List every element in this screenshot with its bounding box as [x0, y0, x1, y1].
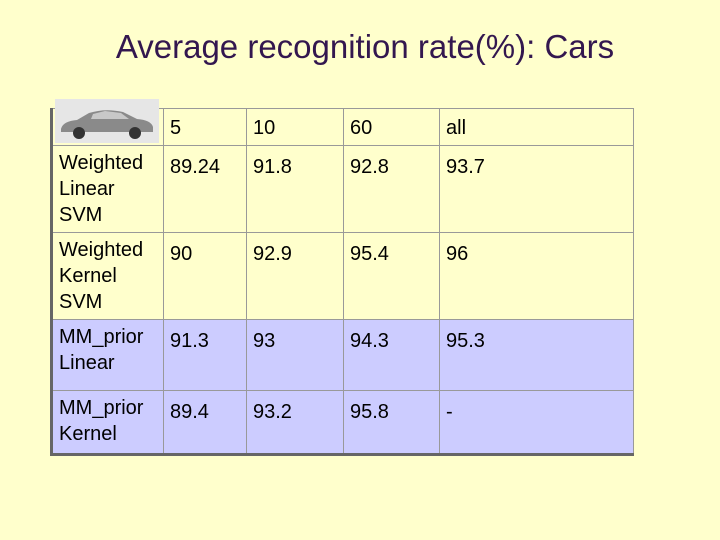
row: MM_prior Kernel 89.4 93.2 95.8-: [51, 390, 634, 455]
value-cell: 89.4: [163, 390, 247, 455]
value-cell: 91.8: [246, 145, 344, 233]
row: Weighted Linear SVM 89.24 91.8 92.8 93.7: [51, 145, 634, 233]
row-label: MM_prior Linear: [59, 326, 144, 374]
row-label-cell: Weighted Kernel SVM: [51, 232, 164, 320]
row: MM_prior Linear 91.3 93 94.3 95.3: [51, 319, 634, 391]
value-cell: 96: [439, 232, 634, 320]
value-cell: 92.8: [343, 145, 440, 233]
row-label: Weighted Linear SVM: [59, 152, 144, 226]
header-cell: 5: [163, 108, 247, 146]
value-cell: 94.3: [343, 319, 440, 391]
car-image-cell: [51, 99, 164, 146]
value-cell: 89.24: [163, 145, 247, 233]
header-row: 5 10 60 all: [51, 99, 634, 146]
row-label-cell: Weighted Linear SVM: [51, 145, 164, 233]
value-cell: 93.7: [439, 145, 634, 233]
row-label-cell: MM_prior Linear: [51, 319, 164, 391]
value-cell: 93: [246, 319, 344, 391]
header-cell: all: [439, 108, 634, 146]
slide-title: Average recognition rate(%): Cars: [115, 28, 615, 65]
value-cell: 91.3: [163, 319, 247, 391]
value-cell: 95.4: [343, 232, 440, 320]
value-cell: 95.3: [439, 319, 634, 391]
value-cell: 93.2: [246, 390, 344, 455]
row-label-cell: MM_prior Kernel: [51, 390, 164, 455]
value-cell: 95.8: [343, 390, 440, 455]
results-table: 5 10 60 all Weighted Linear SVM 89.24 91.8…: [50, 99, 634, 456]
header-cell: 10: [246, 108, 344, 146]
value-cell: 90: [163, 232, 247, 320]
value-cell: 92.9: [246, 232, 344, 320]
row: Weighted Kernel SVM 90 92.9 95.4 96: [51, 232, 634, 320]
value-cell: -: [439, 390, 634, 455]
row-label: MM_prior Kernel: [59, 397, 144, 445]
row-label: Weighted Kernel SVM: [59, 239, 144, 313]
header-cell: 60: [343, 108, 440, 146]
car-image: [55, 99, 159, 143]
